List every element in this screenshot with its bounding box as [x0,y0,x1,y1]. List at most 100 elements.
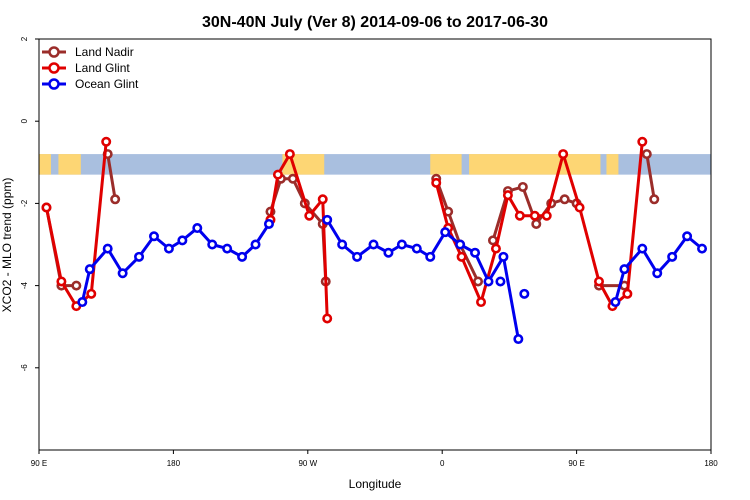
series-line-land-nadir-1 [106,153,117,200]
data-point-ocean-glint [163,243,174,254]
data-point-ocean-glint [368,239,379,250]
data-point-land-glint [476,297,487,308]
data-point-land-glint [490,243,501,254]
data-point-ocean-glint [383,247,394,258]
x-axis-label: Longitude [349,477,402,491]
legend-label-land-nadir: Land Nadir [75,45,134,59]
series-land-glint [41,136,648,324]
data-point-ocean-glint [177,235,188,246]
y-tick-label-4: -6 [20,364,29,372]
data-point-ocean-glint [352,251,363,262]
plot-frame [38,38,712,451]
y-axis-label: XCO2 - MLO trend (ppm) [0,178,14,313]
data-point-ocean-glint [134,251,145,262]
data-point-ocean-glint [483,276,494,287]
data-point-ocean-glint [207,239,218,250]
series-line-land-nadir-2 [269,177,328,282]
data-point-land-glint [502,190,513,201]
data-point-land-nadir [531,218,542,229]
data-point-land-glint [593,276,604,287]
data-point-land-nadir [71,280,82,291]
chart-title: 30N-40N July (Ver 8) 2014-09-06 to 2017-… [202,14,548,31]
data-point-ocean-glint [495,276,506,287]
legend-entry-land-nadir: Land Nadir [42,45,134,59]
legend: Land Nadir Land Glint Ocean Glint [42,45,139,91]
data-point-ocean-glint [77,297,88,308]
data-point-land-glint [322,313,333,324]
data-point-land-glint [622,288,633,299]
data-point-land-glint [304,210,315,221]
land-africa-europe [430,154,462,175]
data-point-ocean-glint [102,243,113,254]
data-point-land-glint [86,288,97,299]
data-point-ocean-glint [250,239,261,250]
data-point-ocean-glint [237,251,248,262]
x-tick-label-4: 90 E [568,459,584,468]
data-point-ocean-glint [682,231,693,242]
data-point-ocean-glint [652,268,663,279]
data-point-land-glint [541,210,552,221]
data-point-land-glint [456,251,467,262]
data-point-ocean-glint [425,251,436,262]
data-point-land-glint [529,210,540,221]
data-point-land-glint [41,202,52,213]
data-point-land-glint [558,149,569,160]
data-point-ocean-glint [222,243,233,254]
data-point-ocean-glint [470,247,481,258]
land-asia-east [58,154,81,175]
land-asia-west [39,154,51,175]
y-tick-label-2: -2 [20,199,29,207]
data-point-ocean-glint [396,239,407,250]
legend-label-land-glint: Land Glint [75,61,130,75]
data-point-land-nadir [517,181,528,192]
land-asia [469,154,601,175]
data-point-ocean-glint [440,227,451,238]
data-point-ocean-glint [637,243,648,254]
data-point-ocean-glint [411,243,422,254]
x-tick-label-0: 90 E [31,459,47,468]
y-tick-label-3: -4 [20,281,29,289]
data-point-ocean-glint [619,264,630,275]
data-point-ocean-glint [610,297,621,308]
data-point-ocean-glint [697,243,708,254]
land-mask-band [39,154,711,175]
x-tick-label-1: 180 [167,459,181,468]
x-tick-label-3: 0 [440,459,445,468]
data-point-land-nadir [487,235,498,246]
data-point-land-glint [514,210,525,221]
series-line-land-nadir-3 [434,178,480,283]
y-axis: 2 0 -2 -4 -6 [20,36,39,371]
data-point-ocean-glint [513,334,524,345]
data-point-land-glint [101,136,112,147]
data-point-ocean-glint [337,239,348,250]
x-tick-label-5: 180 [704,459,718,468]
series-layer [41,136,708,345]
legend-label-ocean-glint: Ocean Glint [75,77,139,91]
data-point-land-nadir [641,149,652,160]
legend-entry-land-glint: Land Glint [42,61,130,75]
data-point-land-glint [574,202,585,213]
data-point-ocean-glint [148,231,159,242]
data-point-land-nadir [473,276,484,287]
data-point-land-glint [284,149,295,160]
series-line-ocean-glint-0 [80,223,271,303]
data-point-ocean-glint [455,239,466,250]
y-tick-label-1: 0 [20,118,29,123]
data-point-land-nadir [110,194,121,205]
data-point-land-glint [272,169,283,180]
data-point-ocean-glint [84,264,95,275]
data-point-land-nadir [649,194,660,205]
legend-entry-ocean-glint: Ocean Glint [42,77,139,91]
series-ocean-glint [77,214,708,345]
x-axis: 90 E 180 90 W 0 90 E 180 [31,450,718,468]
data-point-land-glint [317,194,328,205]
data-point-ocean-glint [263,218,274,229]
data-point-land-glint [637,136,648,147]
data-point-ocean-glint [667,251,678,262]
data-point-ocean-glint [117,268,128,279]
land-japan [606,154,619,175]
data-point-ocean-glint [192,223,203,234]
data-point-land-glint [431,177,442,188]
x-tick-label-2: 90 W [298,459,317,468]
